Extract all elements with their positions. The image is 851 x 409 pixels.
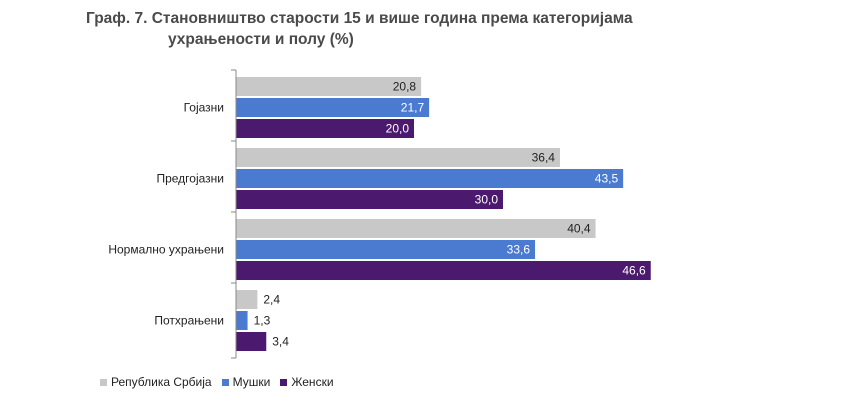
data-label-underweight-female: 3,4 — [272, 335, 289, 349]
legend-item-female: Женски — [280, 375, 334, 389]
bar-normal-female — [236, 261, 651, 280]
data-label-underweight-male: 1,3 — [254, 314, 271, 328]
data-label-obese-serbia: 20,8 — [393, 80, 417, 94]
category-label-normal: Нормално ухрањени — [108, 243, 224, 257]
bar-underweight-serbia — [236, 290, 258, 309]
legend-label-male: Мушки — [232, 375, 271, 389]
bar-normal-male — [236, 240, 536, 259]
legend-swatch-male — [221, 378, 229, 386]
bar-overweight-serbia — [236, 148, 560, 167]
data-label-normal-female: 46,6 — [622, 264, 646, 278]
category-label-underweight: Потхрањени — [154, 314, 224, 328]
category-label-overweight: Предгојазни — [156, 172, 224, 186]
data-label-overweight-serbia: 36,4 — [532, 151, 556, 165]
bar-obese-female — [236, 119, 414, 138]
bar-obese-male — [236, 98, 430, 117]
bar-underweight-female — [236, 332, 267, 351]
data-label-overweight-male: 43,5 — [595, 172, 619, 186]
chart-title-line2: ухрањености и полу (%) — [168, 31, 354, 48]
bar-chart: Гојазни 20,8 21,7 20,0 Предгојазни 36,4 43,5 30… — [108, 69, 651, 359]
data-label-normal-male: 33,6 — [507, 243, 531, 257]
legend-swatch-female — [280, 378, 288, 386]
data-label-obese-male: 21,7 — [401, 101, 425, 115]
bar-overweight-male — [236, 169, 624, 188]
category-label-obese: Гојазни — [184, 101, 224, 115]
data-label-overweight-female: 30,0 — [475, 193, 499, 207]
chart-title: Граф. 7. Становништво старости 15 и више… — [86, 8, 633, 50]
data-label-underweight-serbia: 2,4 — [263, 293, 280, 307]
bar-underweight-male — [236, 311, 248, 330]
legend-swatch-serbia — [100, 378, 107, 386]
legend-item-male: Мушки — [221, 375, 271, 389]
legend: Република Србија Мушки Женски — [100, 375, 334, 389]
bar-obese-serbia — [236, 77, 422, 96]
legend-label-female: Женски — [291, 375, 334, 389]
data-label-normal-serbia: 40,4 — [567, 222, 591, 236]
legend-label-serbia: Република Србија — [111, 375, 212, 389]
data-label-obese-female: 20,0 — [386, 122, 410, 136]
legend-item-serbia: Република Србија — [100, 375, 212, 389]
bar-normal-serbia — [236, 219, 596, 238]
chart-title-line1: Граф. 7. Становништво старости 15 и више… — [86, 10, 633, 27]
bar-overweight-female — [236, 190, 503, 209]
